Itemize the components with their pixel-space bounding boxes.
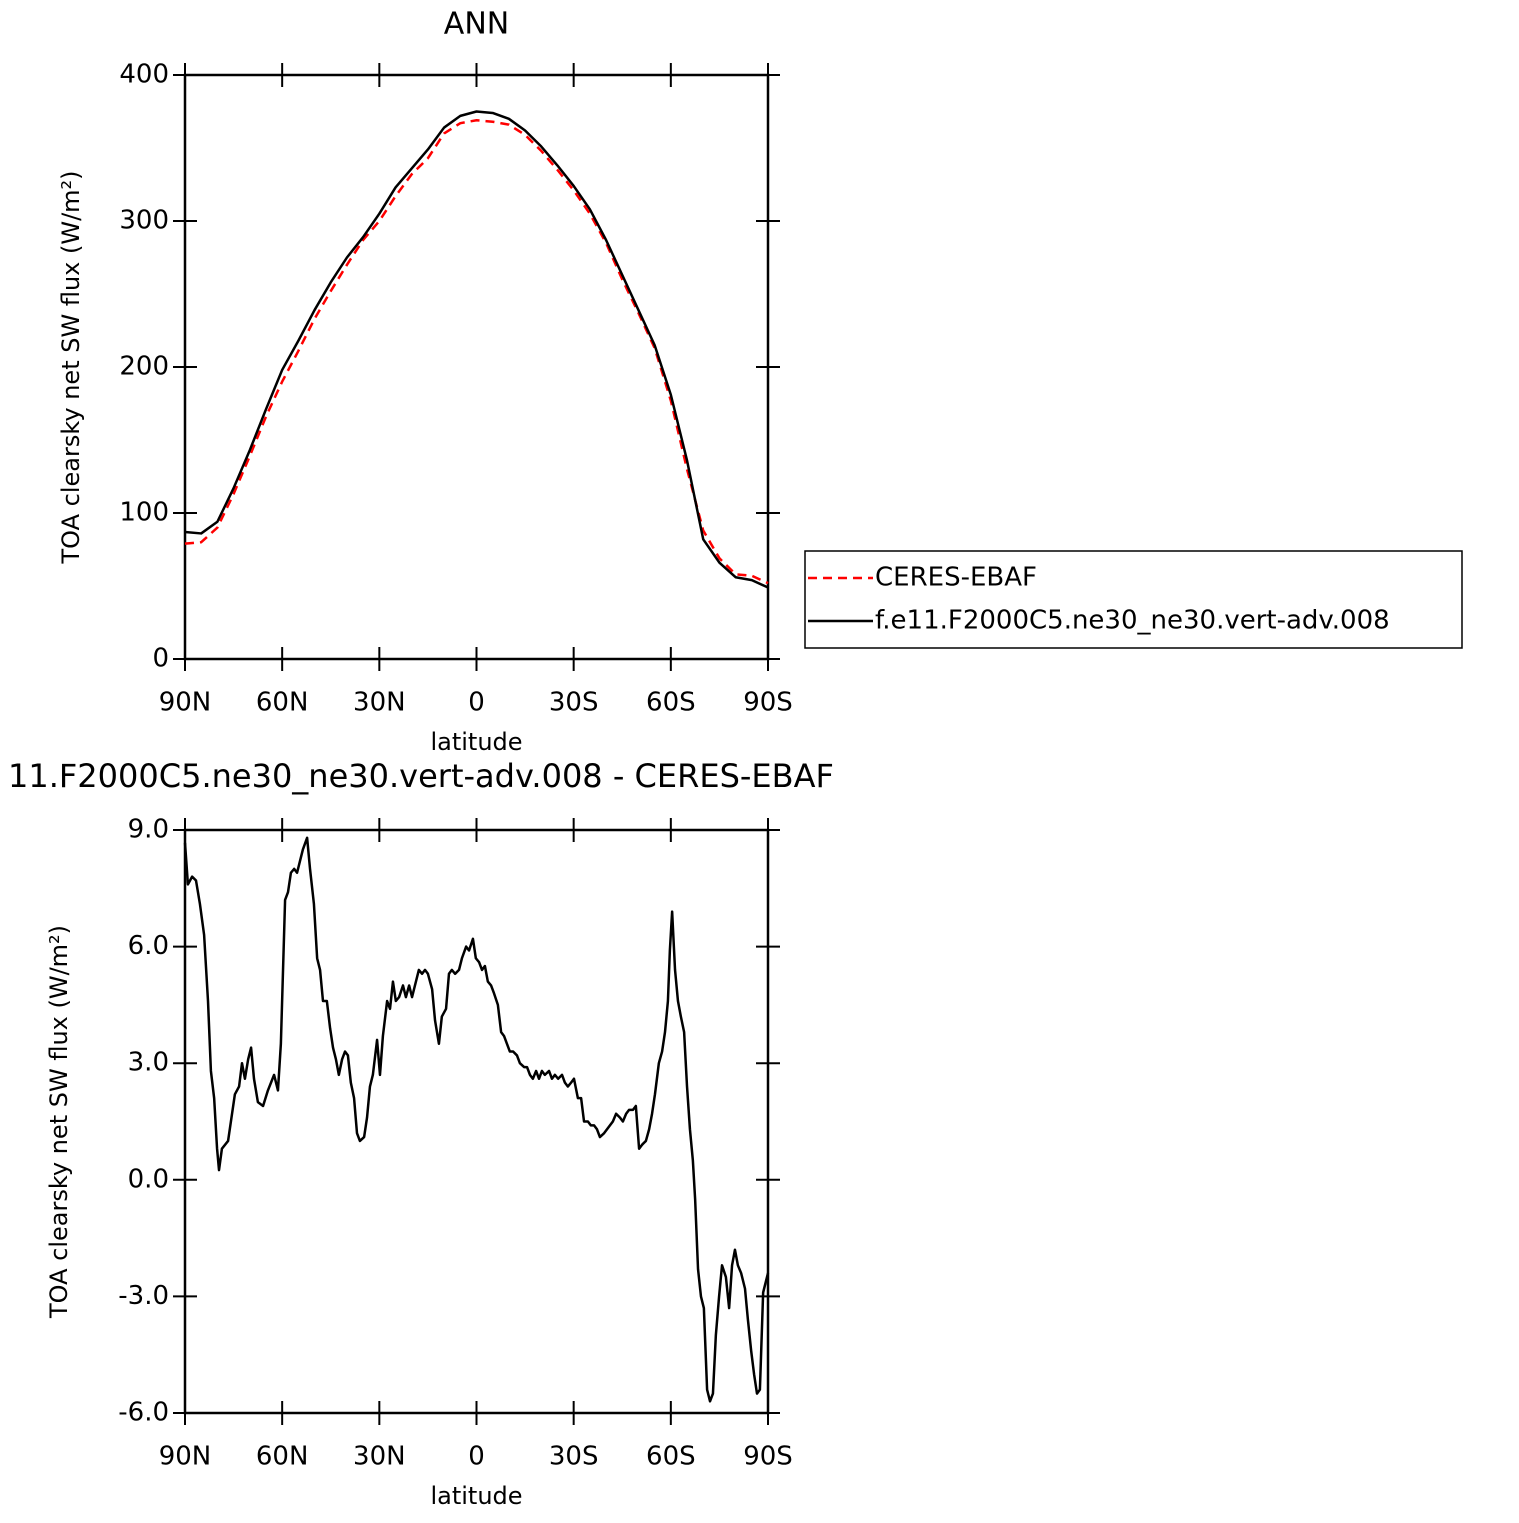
y-tick-label: 0 xyxy=(152,644,169,674)
x-tick-label: 60S xyxy=(646,688,696,718)
y-tick-label: 0.0 xyxy=(128,1164,169,1194)
x-tick-label: 90N xyxy=(159,1442,212,1472)
x-axis-label: latitude xyxy=(430,728,522,756)
y-tick-label: 6.0 xyxy=(128,931,169,961)
y-tick-label: -6.0 xyxy=(118,1398,169,1428)
y-tick-label: -3.0 xyxy=(118,1281,169,1311)
data-line xyxy=(184,119,769,585)
x-tick-label: 0 xyxy=(468,1442,485,1472)
y-tick-label: 400 xyxy=(119,60,169,90)
x-tick-label: 30N xyxy=(353,1442,406,1472)
x-tick-label: 90S xyxy=(743,688,793,718)
plot-frame xyxy=(183,73,770,661)
x-tick-label: 90S xyxy=(743,1442,793,1472)
y-tick-label: 200 xyxy=(119,352,169,382)
chart-title: ANN xyxy=(444,7,509,42)
y-axis-label: TOA clearsky net SW flux (W/m²) xyxy=(57,170,85,564)
data-line xyxy=(184,110,769,589)
data-line xyxy=(183,836,770,1403)
legend-label: CERES-EBAF xyxy=(875,563,1037,593)
y-tick-label: 100 xyxy=(119,498,169,528)
chart-title: 11.F2000C5.ne30_ne30.vert-adv.008 - CERE… xyxy=(8,757,834,795)
x-tick-label: 30S xyxy=(549,1442,599,1472)
x-tick-label: 30S xyxy=(549,688,599,718)
x-axis-label: latitude xyxy=(430,1482,522,1510)
x-tick-label: 30N xyxy=(353,688,406,718)
x-tick-label: 60S xyxy=(646,1442,696,1472)
y-tick-label: 3.0 xyxy=(128,1048,169,1078)
x-tick-label: 60N xyxy=(256,1442,309,1472)
legend-box xyxy=(804,550,1463,649)
x-tick-label: 0 xyxy=(468,688,485,718)
y-axis-label: TOA clearsky net SW flux (W/m²) xyxy=(45,925,73,1319)
plot-frame xyxy=(183,828,770,1415)
x-tick-label: 60N xyxy=(256,688,309,718)
y-tick-label: 9.0 xyxy=(128,815,169,845)
x-tick-label: 90N xyxy=(159,688,212,718)
legend-label: f.e11.F2000C5.ne30_ne30.vert-adv.008 xyxy=(875,606,1390,636)
y-tick-label: 300 xyxy=(119,206,169,236)
